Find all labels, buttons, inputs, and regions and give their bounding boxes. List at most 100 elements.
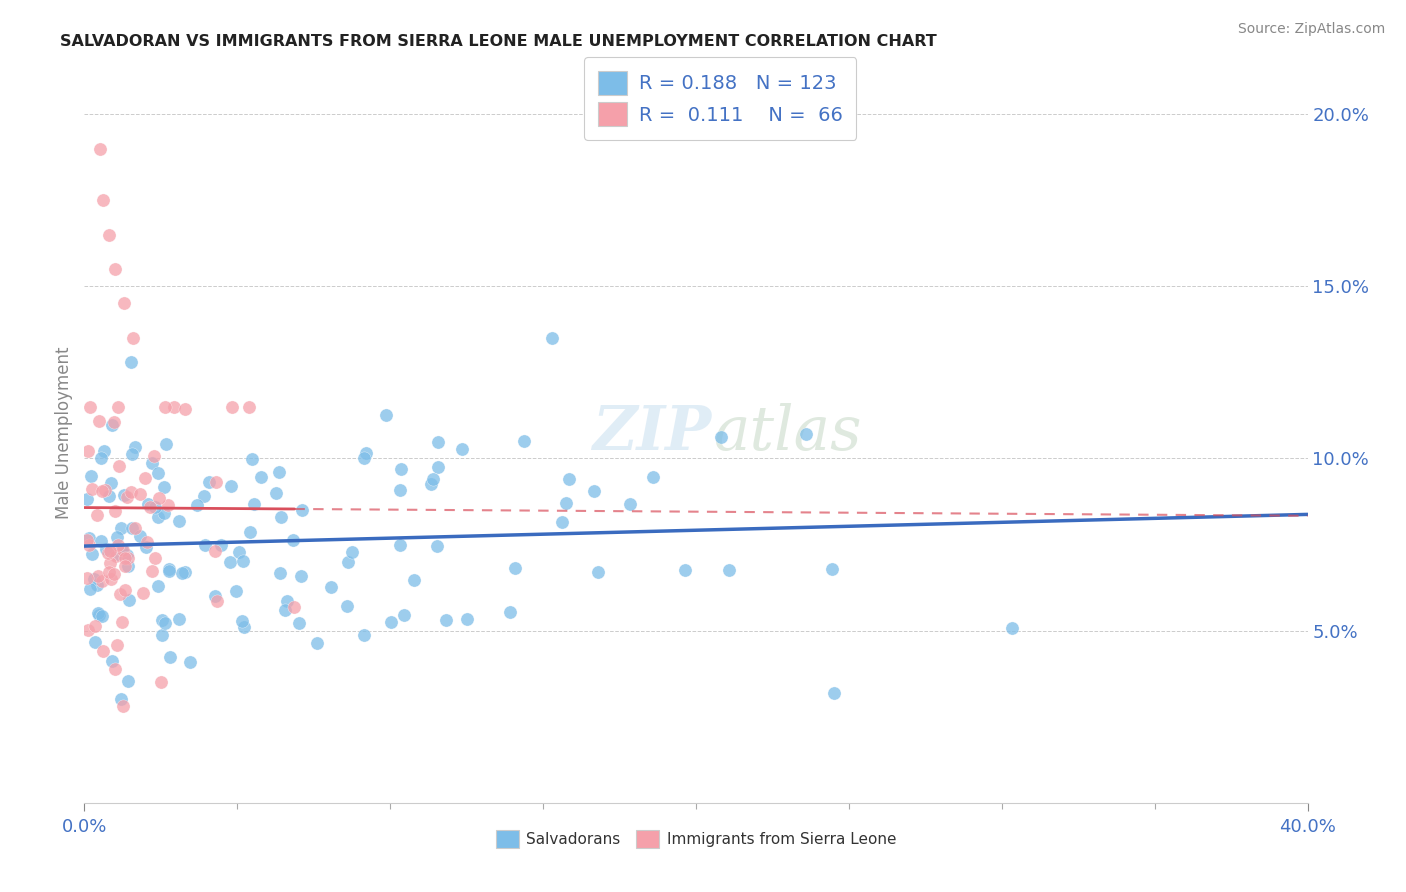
Point [503,561,526,575]
Point [104,662,127,676]
Point [117,592,139,607]
Point [228,545,250,559]
Point [273,602,295,616]
Point [197,475,219,490]
Point [167,612,190,626]
Point [122,331,145,345]
Point [540,331,562,345]
Point [114,550,136,565]
Point [97,488,120,502]
Point [551,515,574,529]
Point [276,593,298,607]
Point [321,580,343,594]
Point [146,579,169,593]
Point [117,559,139,574]
Point [87,608,110,623]
Point [104,262,127,277]
Point [232,620,254,634]
Point [101,417,124,432]
Point [354,445,377,459]
Point [87,414,110,428]
Legend: Salvadorans, Immigrants from Sierra Leone: Salvadorans, Immigrants from Sierra Leon… [489,823,903,855]
Point [128,487,150,501]
Point [389,462,412,476]
Point [90,451,112,466]
Point [100,476,122,491]
Point [619,497,641,511]
Point [76,533,98,548]
Point [77,624,100,638]
Point [135,540,157,554]
Point [157,564,180,578]
Point [117,673,139,688]
Point [232,554,254,568]
Point [179,655,201,669]
Point [98,556,121,570]
Point [205,475,228,489]
Point [434,613,457,627]
Point [120,484,142,499]
Point [136,535,159,549]
Point [105,530,128,544]
Point [100,572,122,586]
Point [219,555,242,569]
Point [124,521,146,535]
Point [204,544,226,558]
Point [269,566,291,580]
Point [117,549,139,563]
Point [105,547,128,561]
Point [209,538,232,552]
Point [291,502,314,516]
Point [586,565,609,579]
Point [114,583,136,598]
Point [426,539,449,553]
Point [149,675,172,690]
Point [129,529,152,543]
Point [238,400,260,414]
Point [110,692,132,706]
Point [794,426,817,441]
Point [108,459,131,474]
Point [86,508,108,522]
Point [710,430,733,444]
Point [269,465,291,479]
Point [266,486,288,500]
Point [76,492,98,507]
Point [821,562,844,576]
Point [270,509,292,524]
Point [112,296,135,310]
Point [77,538,100,552]
Point [193,489,215,503]
Point [205,593,228,607]
Point [673,563,696,577]
Point [90,608,112,623]
Point [148,510,170,524]
Point [641,470,664,484]
Point [105,549,128,563]
Point [87,606,110,620]
Point [79,582,101,596]
Point [374,408,396,422]
Text: atlas: atlas [714,402,863,463]
Point [107,400,129,414]
Point [115,491,138,505]
Point [305,636,328,650]
Point [169,514,191,528]
Point [112,488,135,502]
Point [717,563,740,577]
Point [121,446,143,460]
Point [153,480,176,494]
Point [111,699,134,714]
Point [239,524,262,539]
Point [221,400,243,414]
Point [91,644,114,658]
Point [120,354,142,368]
Point [91,193,114,207]
Point [499,605,522,619]
Point [204,589,226,603]
Point [153,506,176,520]
Point [124,441,146,455]
Point [150,613,173,627]
Point [97,227,120,242]
Point [94,483,117,498]
